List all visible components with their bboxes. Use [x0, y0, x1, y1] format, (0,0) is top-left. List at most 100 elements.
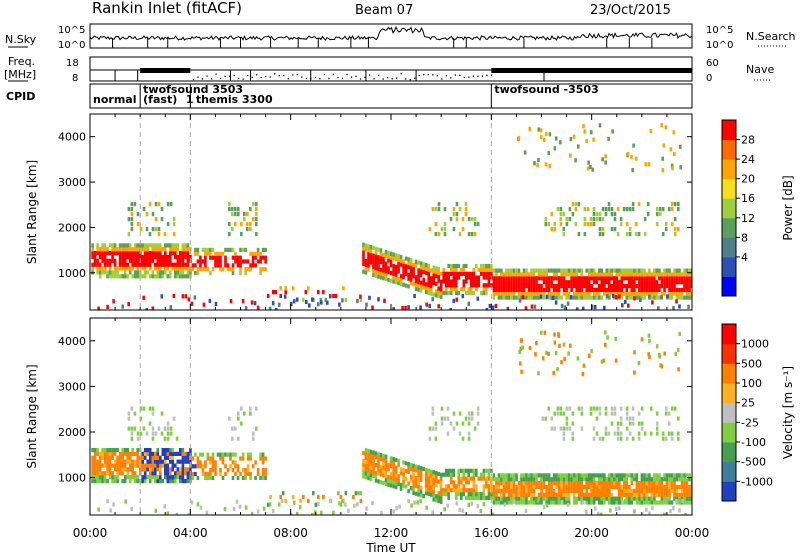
cpid-mode-label: 1 [186, 93, 194, 106]
velocity-cell [598, 411, 602, 416]
power-cell [500, 287, 503, 292]
power-cell [372, 261, 375, 266]
velocity-cell [542, 496, 546, 501]
velocity-cell [522, 484, 526, 490]
power-cell [583, 129, 587, 134]
power-cell [146, 258, 149, 263]
power-cell [645, 276, 649, 281]
power-cell [196, 271, 200, 276]
velocity-cell [417, 465, 420, 470]
power-cell [615, 287, 619, 292]
power-colorbar-segment [722, 237, 736, 258]
power-cell [658, 295, 661, 300]
velocity-cell [295, 511, 299, 515]
power-cell [562, 280, 566, 285]
velocity-cell [668, 473, 671, 478]
velocity-cell [663, 500, 666, 505]
velocity-cell [507, 473, 511, 478]
power-cell [497, 283, 501, 289]
velocity-cell [645, 500, 649, 505]
velocity-cell [680, 473, 684, 478]
power-cell [580, 291, 583, 296]
power-cell [116, 270, 119, 275]
power-cell [525, 268, 528, 273]
velocity-cell [655, 426, 659, 431]
velocity-cell [109, 508, 112, 513]
velocity-cell [111, 463, 114, 468]
power-cell [664, 125, 668, 130]
power-cell [133, 270, 137, 275]
velocity-cell [121, 467, 124, 472]
velocity-cell [597, 481, 601, 486]
velocity-cell [540, 473, 543, 478]
power-cell [472, 267, 476, 272]
velocity-cell [467, 495, 471, 500]
power-cell [690, 272, 692, 277]
power-cell [141, 254, 144, 260]
velocity-cell [487, 488, 491, 493]
velocity-cell [490, 476, 493, 481]
velocity-cell [97, 507, 100, 512]
velocity-cell [648, 484, 651, 490]
velocity-cell [597, 477, 601, 482]
velocity-cell [444, 472, 448, 477]
velocity-cell [470, 495, 473, 500]
velocity-cell [613, 473, 616, 478]
velocity-cell [589, 406, 593, 411]
power-cell [455, 271, 458, 276]
velocity-cell [596, 511, 600, 515]
power-cell [512, 276, 516, 281]
velocity-cell [447, 495, 450, 500]
velocity-cell [138, 459, 142, 464]
velocity-cell [581, 372, 585, 377]
velocity-cell [582, 484, 586, 490]
velocity-cell [369, 476, 373, 481]
velocity-cell [552, 481, 556, 486]
power-cell [580, 295, 583, 300]
power-cell [181, 258, 185, 263]
velocity-cell [575, 488, 578, 493]
velocity-cell [397, 478, 400, 483]
power-cell [455, 267, 458, 272]
power-cell [424, 290, 428, 295]
power-cell [382, 264, 385, 269]
velocity-cell [530, 484, 533, 490]
power-cell [397, 257, 400, 263]
velocity-cell [133, 451, 137, 456]
velocity-cell [106, 459, 109, 464]
velocity-cell [101, 455, 104, 460]
power-cell [377, 297, 380, 302]
power-cell [587, 287, 591, 292]
velocity-cell [414, 480, 418, 485]
power-cell [527, 276, 531, 281]
velocity-cell [264, 468, 267, 473]
velocity-cell [589, 411, 593, 416]
velocity-cell [141, 463, 144, 468]
power-cell [598, 232, 602, 237]
power-cell [618, 294, 621, 299]
noise-right-tick-bottom: 10^0 [706, 40, 733, 51]
velocity-cell [565, 488, 568, 493]
velocity-cell [240, 406, 243, 411]
power-cell [136, 274, 139, 279]
power-cell [449, 279, 453, 284]
power-cell [575, 291, 578, 296]
power-cell [108, 270, 112, 275]
power-cell [550, 276, 553, 281]
velocity-cell [565, 416, 569, 421]
power-cell [472, 279, 476, 284]
power-cell [449, 290, 453, 296]
power-cell [382, 256, 385, 261]
power-cell [229, 247, 232, 252]
velocity-cell [565, 500, 568, 505]
power-cell [239, 259, 242, 264]
power-cell [603, 280, 606, 285]
power-cell [452, 207, 456, 212]
velocity-cell [101, 448, 104, 453]
power-cell [638, 291, 641, 296]
power-cell [547, 150, 551, 156]
power-cell [585, 283, 588, 289]
power-cell [635, 276, 639, 281]
velocity-cell [665, 496, 669, 501]
velocity-cell [364, 467, 368, 472]
